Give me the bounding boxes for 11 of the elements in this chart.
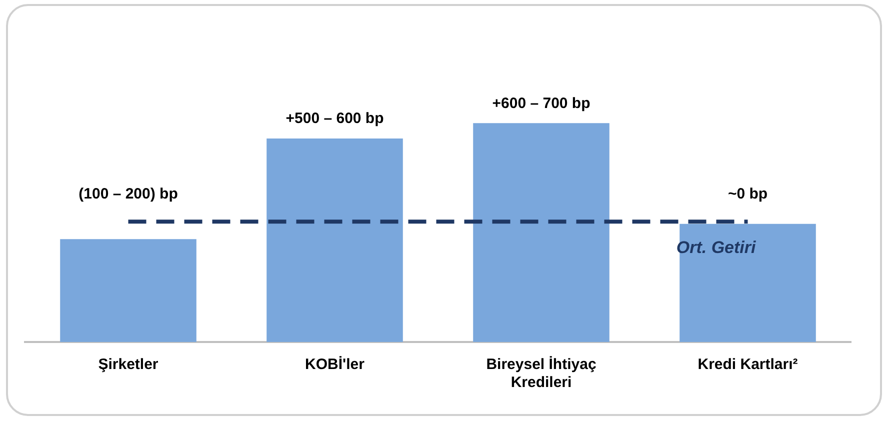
bar [266, 138, 403, 342]
x-tick-label: Kredi Kartları² [698, 356, 798, 374]
bar [473, 123, 610, 342]
annotation: +600 – 700 bp [492, 94, 590, 112]
x-tick-label: Bireysel İhtiyaç Kredileri [486, 356, 596, 392]
x-tick-label: Şirketler [98, 356, 158, 374]
annotation: (100 – 200) bp [78, 185, 178, 202]
bar [60, 239, 196, 342]
x-tick-label: KOBİ'ler [305, 356, 365, 374]
annotation: ~0 bp [728, 185, 768, 202]
annotation: +500 – 600 bp [286, 110, 384, 128]
